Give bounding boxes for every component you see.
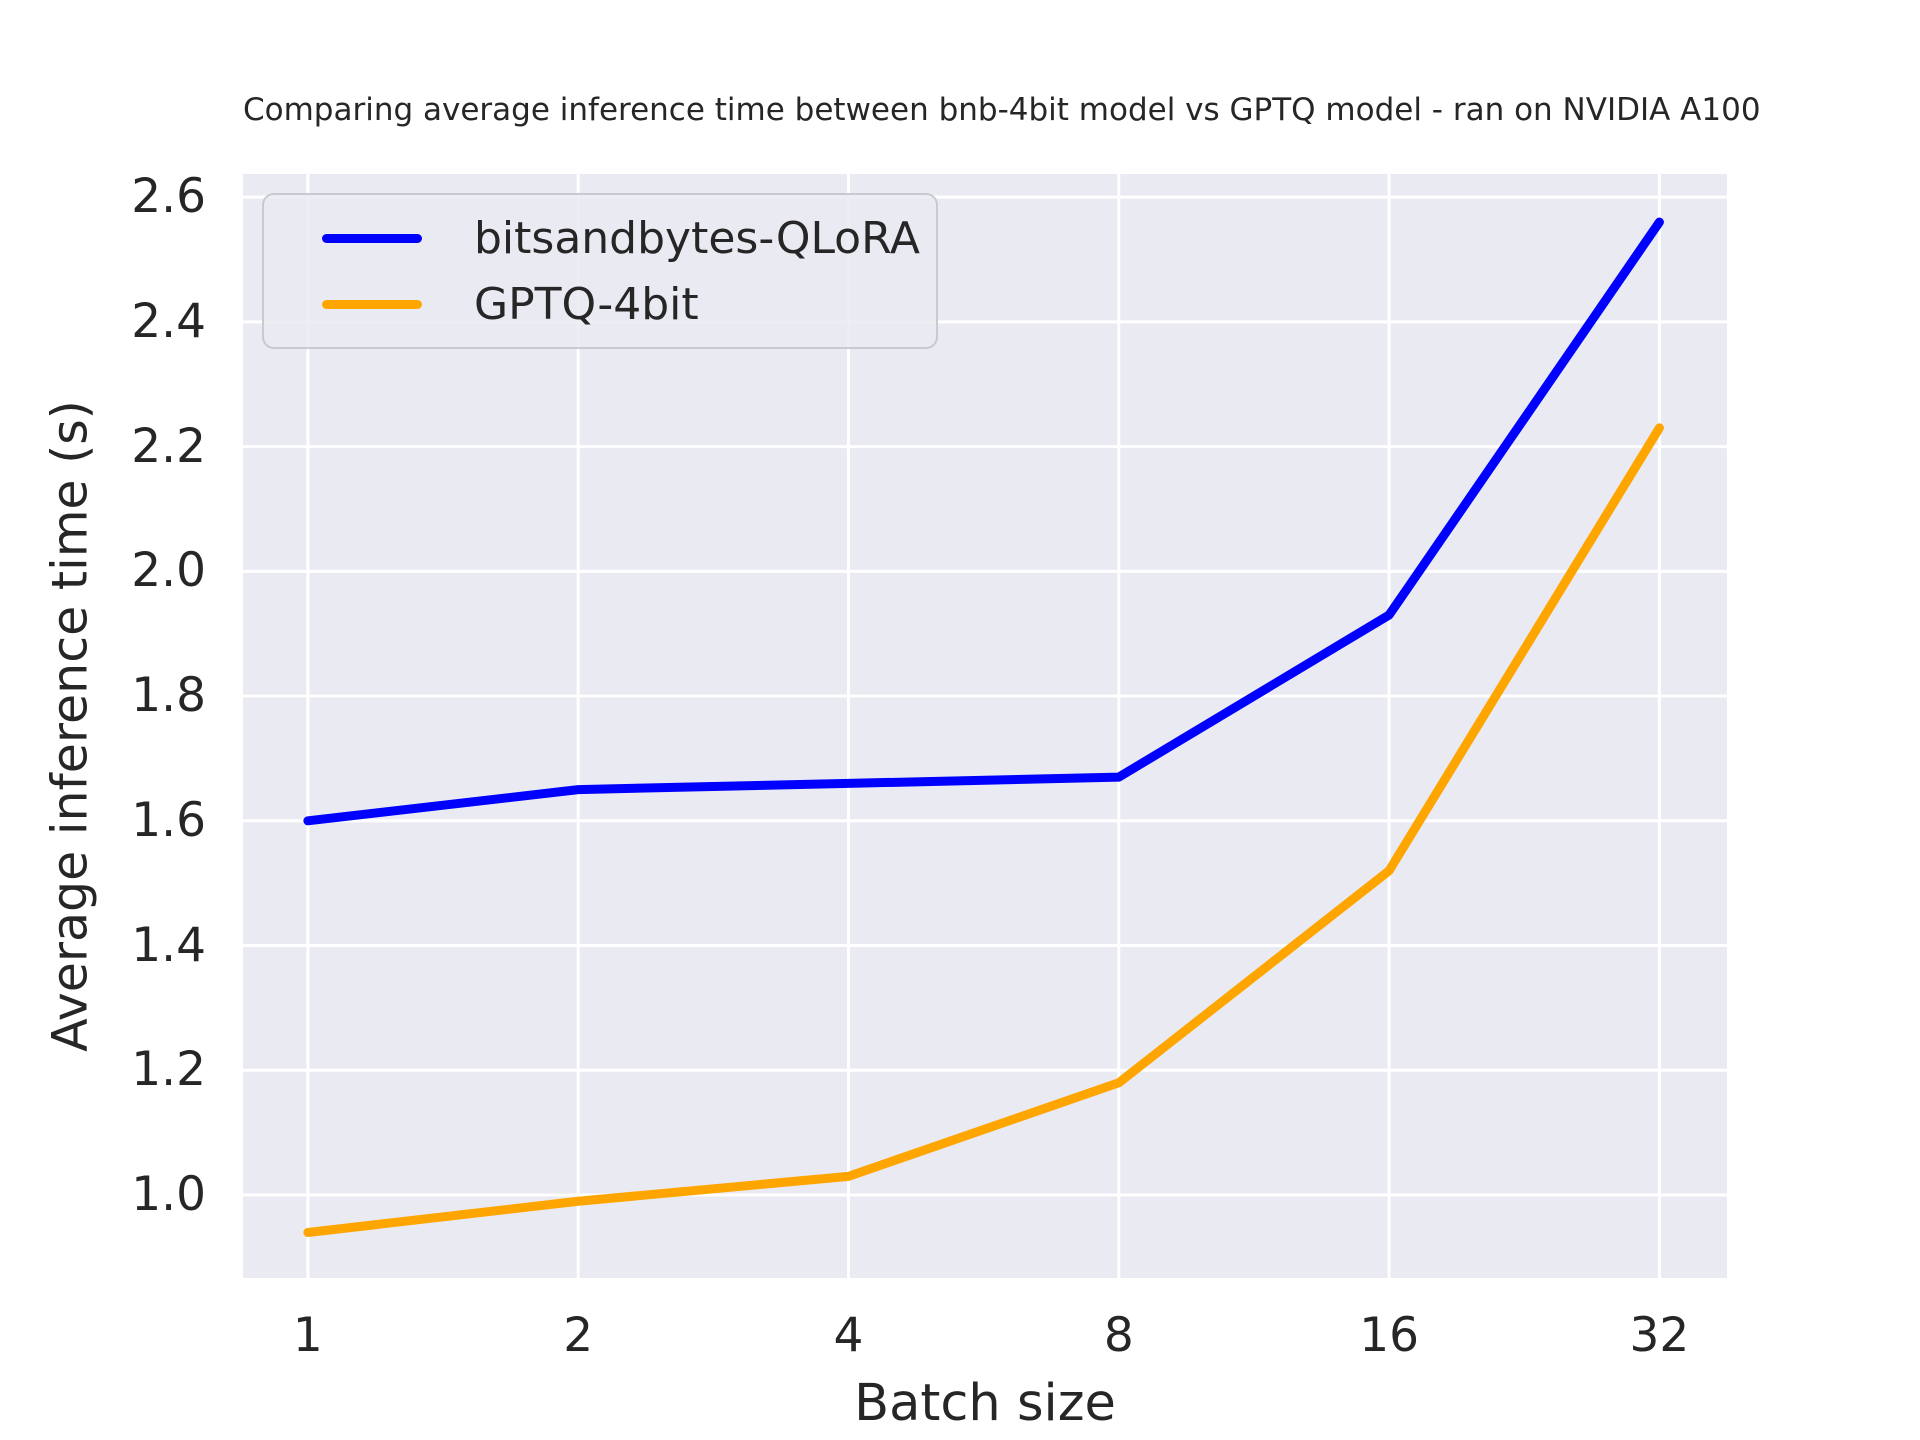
x-tick-label: 1	[292, 1308, 323, 1363]
x-tick-label: 32	[1629, 1308, 1690, 1363]
legend-label: bitsandbytes-QLoRA	[474, 212, 920, 264]
legend-line-sample-blue	[322, 233, 422, 243]
y-tick-label: 1.0	[131, 1167, 206, 1223]
y-tick-label: 2.0	[131, 543, 206, 599]
chart-title: Comparing average inference time between…	[243, 92, 1761, 128]
legend: bitsandbytes-QLoRA GPTQ-4bit	[262, 193, 938, 349]
legend-item-gptq: GPTQ-4bit	[322, 279, 936, 330]
y-tick-label: 2.4	[131, 293, 206, 349]
y-tick-label: 1.4	[131, 917, 206, 973]
x-tick-label: 16	[1359, 1308, 1420, 1363]
x-tick-label: 8	[1103, 1308, 1134, 1363]
x-tick-label: 2	[563, 1308, 594, 1363]
series-line-bitsandbytes-qlora	[303, 217, 1664, 826]
series-line-gptq-4bit	[303, 423, 1664, 1237]
y-tick-label: 2.6	[131, 169, 206, 225]
y-tick-label: 2.2	[131, 418, 206, 474]
legend-label: GPTQ-4bit	[474, 278, 699, 330]
x-tick-label: 4	[833, 1308, 864, 1363]
legend-item-bitsandbytes: bitsandbytes-QLoRA	[322, 213, 936, 264]
legend-line-sample-orange	[322, 299, 422, 309]
y-tick-label: 1.6	[131, 792, 206, 848]
y-tick-label: 1.8	[131, 668, 206, 724]
x-axis-label: Batch size	[854, 1374, 1116, 1433]
y-tick-label: 1.2	[131, 1042, 206, 1098]
